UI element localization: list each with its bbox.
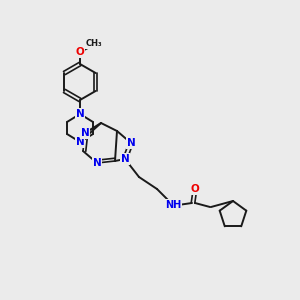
- Text: O: O: [190, 184, 200, 194]
- Text: N: N: [81, 128, 89, 138]
- Text: NH: NH: [165, 200, 181, 210]
- Text: N: N: [127, 138, 135, 148]
- Text: N: N: [76, 109, 84, 119]
- Text: N: N: [121, 154, 129, 164]
- Text: O: O: [76, 47, 84, 57]
- Text: N: N: [76, 137, 84, 147]
- Text: CH₃: CH₃: [86, 40, 102, 49]
- Text: N: N: [93, 158, 101, 168]
